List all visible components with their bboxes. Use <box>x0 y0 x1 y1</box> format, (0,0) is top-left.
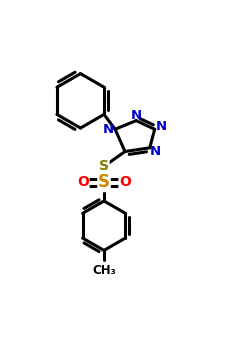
Text: S: S <box>98 173 110 191</box>
Text: S: S <box>99 159 109 173</box>
Text: N: N <box>156 120 167 133</box>
Text: O: O <box>77 175 89 189</box>
Text: N: N <box>103 123 114 136</box>
Text: O: O <box>119 175 131 189</box>
Text: CH₃: CH₃ <box>92 264 116 277</box>
Text: N: N <box>130 108 142 122</box>
Text: N: N <box>150 145 161 158</box>
